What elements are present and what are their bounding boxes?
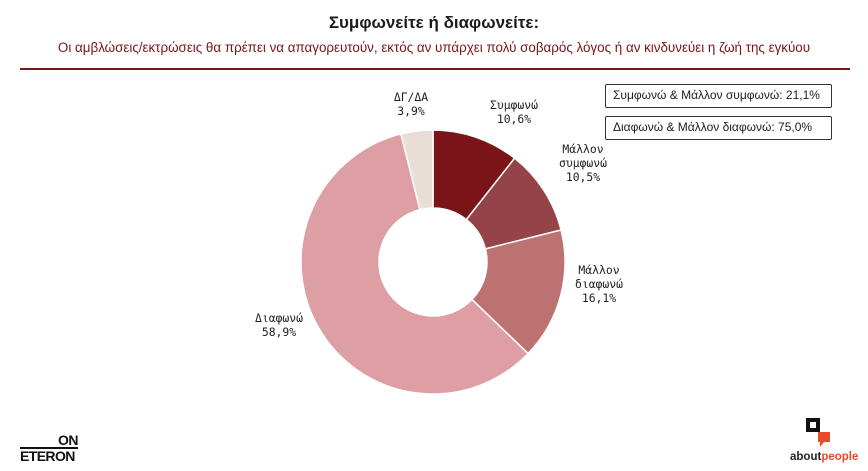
on-eteron-logo: ON ETERON (20, 432, 79, 464)
slice-4 (300, 133, 530, 395)
logo-on-text: ON (58, 432, 79, 448)
slice-label-5: ΔΓ/ΔΑ 3,9% (394, 90, 428, 118)
slice-label-4: Διαφωνώ 58,9% (255, 311, 303, 339)
logo-eteron-text: ETERON (20, 447, 78, 464)
slice-label-3: Μάλλον διαφωνώ 16,1% (575, 263, 623, 305)
aboutpeople-logo: aboutpeople (790, 451, 858, 463)
summary-disagree-box: Διαφωνώ & Μάλλον διαφωνώ: 75,0% (605, 116, 832, 140)
logo-people-text: people (821, 451, 859, 463)
summary-agree-box: Συμφωνώ & Μάλλον συμφωνώ: 21,1% (605, 84, 832, 108)
logo-about-text: about (790, 451, 822, 463)
slice-label-2: Μάλλον συμφωνώ 10,5% (559, 142, 607, 184)
slice-5 (400, 129, 434, 211)
aboutpeople-icon (806, 418, 830, 447)
chart-subtitle: Οι αμβλώσεις/εκτρώσεις θα πρέπει να απαγ… (57, 40, 811, 55)
chart-title: Συμφωνείτε ή διαφωνείτε: (328, 13, 540, 32)
title-divider (20, 68, 850, 70)
slice-label-1: Συμφωνώ 10,6% (490, 98, 538, 126)
slice-3 (470, 229, 566, 355)
